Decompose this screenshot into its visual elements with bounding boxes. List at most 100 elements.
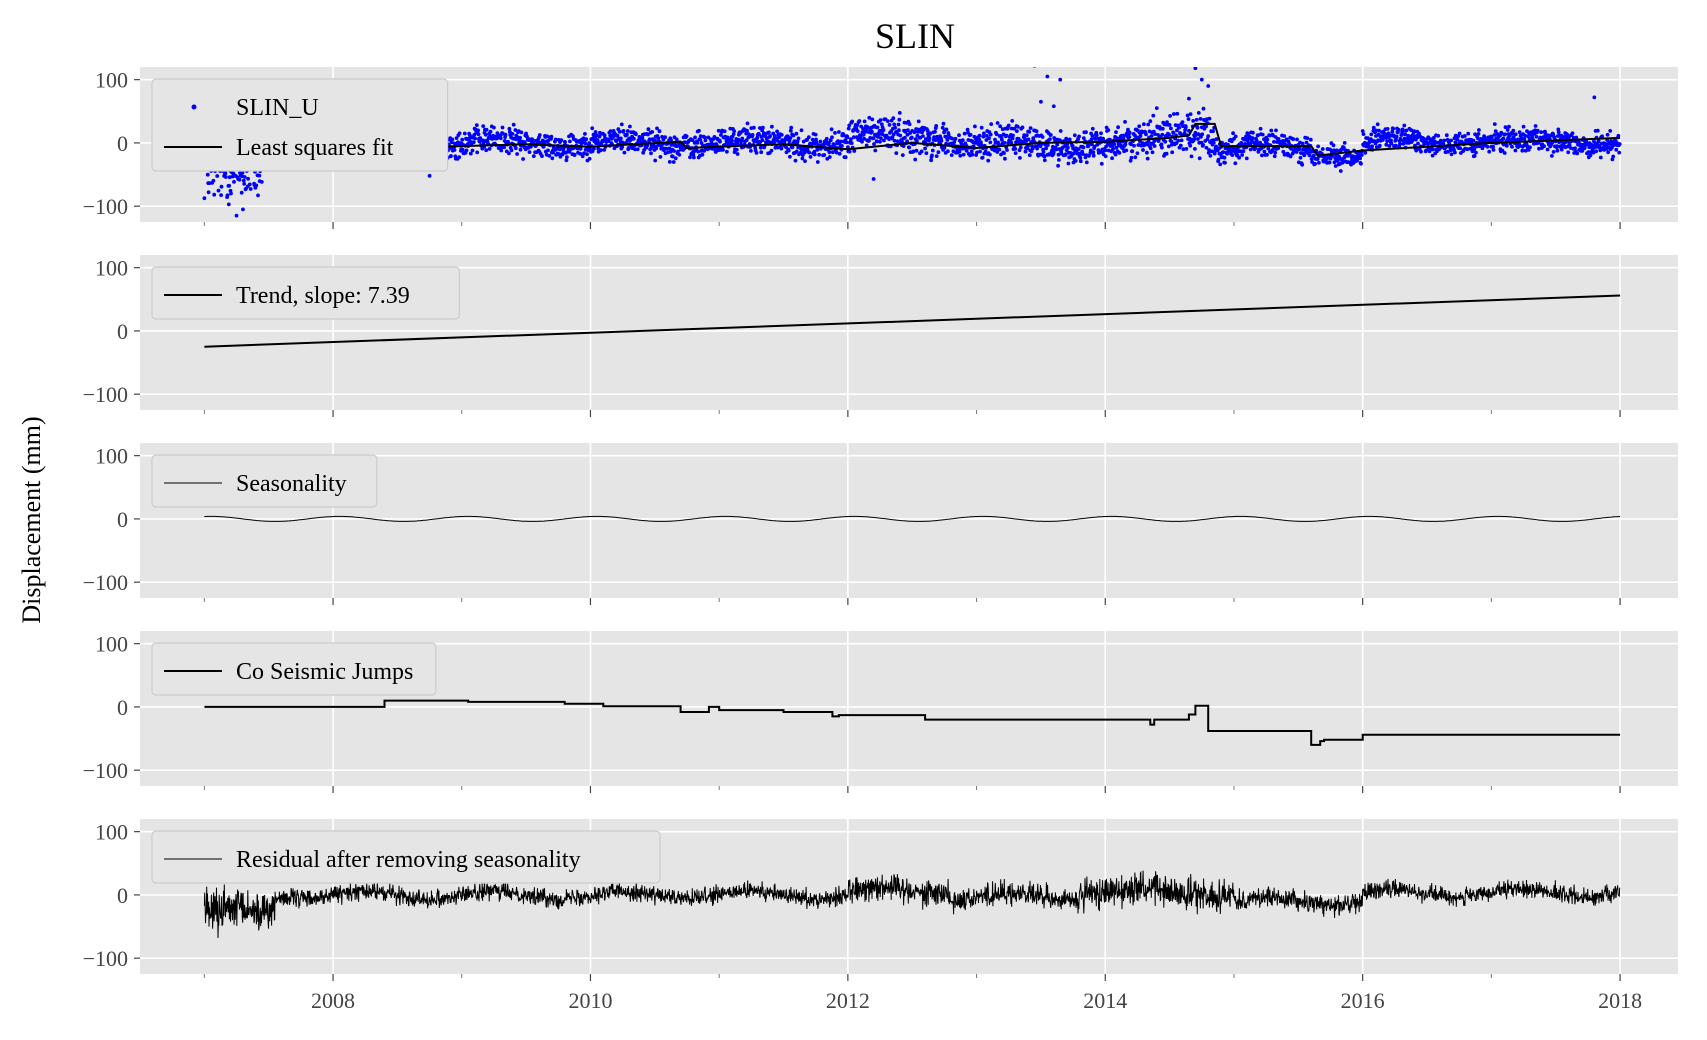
- data-point: [1342, 141, 1347, 145]
- series-line: [203, 870, 1621, 939]
- data-point: [1273, 150, 1278, 155]
- data-point: [1063, 152, 1068, 157]
- data-point: [223, 171, 228, 176]
- data-point: [1455, 137, 1460, 142]
- data-point: [812, 149, 817, 154]
- data-point: [595, 139, 600, 143]
- data-point: [945, 138, 950, 142]
- data-point: [1501, 136, 1506, 141]
- data-point: [1598, 155, 1603, 160]
- data-point: [1244, 156, 1249, 161]
- data-point: [1313, 161, 1317, 166]
- data-point-outlier: [1592, 95, 1597, 100]
- data-point: [930, 153, 934, 158]
- data-point: [1458, 146, 1462, 151]
- data-point: [942, 146, 947, 150]
- data-point: [521, 157, 525, 161]
- data-point: [653, 158, 658, 163]
- data-point-outlier: [1187, 96, 1191, 101]
- data-point: [547, 153, 552, 158]
- data-point: [788, 154, 792, 159]
- data-point: [1002, 151, 1006, 156]
- panel-seasonality: 100 0 −100 Seasonality: [83, 443, 1678, 598]
- data-point: [730, 138, 734, 143]
- data-point: [827, 155, 832, 159]
- data-point: [962, 131, 967, 136]
- data-point: [1168, 114, 1172, 118]
- data-point: [670, 154, 675, 159]
- data-point: [1025, 146, 1030, 151]
- data-point: [791, 133, 796, 138]
- data-point: [656, 136, 661, 141]
- data-point: [1207, 148, 1211, 152]
- data-point: [892, 122, 897, 127]
- data-point: [860, 139, 864, 144]
- data-point: [674, 137, 679, 142]
- data-point: [625, 132, 629, 137]
- data-point: [1076, 147, 1081, 152]
- data-point: [1311, 153, 1316, 158]
- data-point: [1078, 159, 1083, 164]
- data-point: [1377, 143, 1382, 148]
- series-line: [204, 515, 1621, 522]
- data-point: [1090, 126, 1095, 131]
- x-tick-label: 2014: [1083, 988, 1127, 1013]
- data-point: [1251, 130, 1255, 135]
- data-point: [1090, 134, 1095, 138]
- chart-title: SLIN: [875, 16, 955, 56]
- data-point: [1402, 123, 1407, 128]
- data-point: [500, 125, 505, 130]
- data-point: [818, 139, 823, 144]
- data-point: [1387, 144, 1392, 148]
- data-point: [1163, 139, 1168, 144]
- data-point: [1176, 138, 1181, 143]
- data-point-outlier: [241, 207, 245, 212]
- data-point: [1281, 149, 1286, 154]
- data-point: [897, 128, 901, 133]
- data-point: [1180, 120, 1185, 125]
- data-point: [1101, 136, 1105, 141]
- data-point: [788, 136, 793, 140]
- data-point: [1114, 145, 1119, 150]
- data-point: [1051, 150, 1056, 154]
- data-point: [1188, 143, 1193, 148]
- data-point: [470, 148, 475, 153]
- data-point: [625, 129, 630, 133]
- data-point: [1160, 126, 1165, 131]
- data-point: [1489, 136, 1494, 140]
- data-point: [1465, 147, 1470, 152]
- data-point: [1027, 153, 1032, 158]
- legend-box: [151, 642, 437, 696]
- data-point: [1533, 124, 1538, 128]
- data-point: [979, 125, 984, 130]
- data-point: [507, 126, 512, 131]
- data-point: [502, 145, 507, 150]
- data-point: [1370, 144, 1374, 149]
- data-point: [1023, 149, 1028, 154]
- data-point: [509, 148, 514, 153]
- plot-area: [204, 515, 1621, 522]
- data-point: [1611, 154, 1616, 159]
- data-point: [858, 136, 863, 141]
- data-point: [457, 131, 462, 136]
- data-point: [1274, 128, 1278, 133]
- data-point: [793, 158, 798, 163]
- data-point: [1546, 133, 1550, 138]
- data-point: [1196, 111, 1201, 115]
- data-point: [1504, 144, 1509, 148]
- data-point: [1384, 142, 1389, 147]
- data-point: [777, 135, 782, 140]
- data-point: [519, 130, 524, 135]
- data-point: [498, 136, 503, 141]
- data-point: [223, 175, 228, 179]
- data-point: [211, 178, 216, 183]
- y-tick-label: 100: [95, 444, 128, 469]
- data-point: [522, 140, 527, 145]
- data-point: [1436, 133, 1441, 138]
- data-point: [1316, 144, 1320, 149]
- data-point: [1197, 156, 1202, 161]
- data-point: [663, 135, 667, 140]
- data-point: [1045, 143, 1050, 148]
- data-point: [1513, 132, 1518, 137]
- data-point: [256, 193, 260, 198]
